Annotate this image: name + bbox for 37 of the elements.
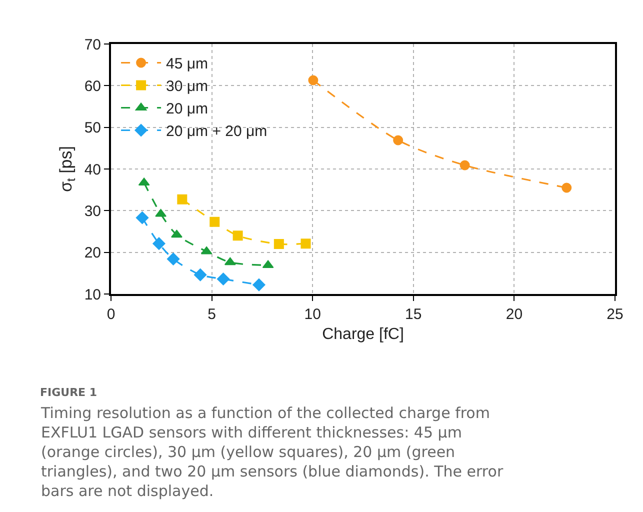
legend-label: 45 μm bbox=[166, 56, 208, 73]
y-tick-label: 10 bbox=[84, 286, 101, 304]
legend-label: 30 μm bbox=[166, 78, 208, 96]
y-tick-label: 50 bbox=[84, 120, 101, 137]
y-tick-label: 60 bbox=[84, 78, 101, 95]
point bbox=[308, 75, 318, 86]
point bbox=[136, 211, 149, 224]
y-tick-label: 40 bbox=[84, 161, 101, 178]
y-tick-label: 20 bbox=[84, 244, 101, 262]
x-tick-label: 0 bbox=[106, 306, 116, 323]
point bbox=[300, 238, 311, 249]
point bbox=[562, 182, 572, 193]
x-tick-label: 10 bbox=[304, 306, 321, 323]
x-tick-label: 15 bbox=[405, 306, 422, 323]
y-tick-label: 70 bbox=[84, 36, 101, 54]
x-tick-label: 20 bbox=[506, 306, 523, 323]
point bbox=[210, 216, 220, 227]
x-axis-title: Charge [fC] bbox=[322, 326, 404, 344]
x-tick-label: 25 bbox=[606, 306, 624, 323]
point bbox=[166, 252, 180, 266]
y-tick-label: 30 bbox=[84, 202, 101, 220]
point bbox=[152, 237, 166, 250]
point bbox=[393, 135, 404, 146]
point bbox=[460, 160, 470, 170]
point bbox=[216, 272, 230, 286]
point bbox=[274, 239, 284, 249]
x-tick-label: 5 bbox=[208, 306, 216, 323]
point bbox=[194, 268, 207, 282]
point bbox=[171, 230, 182, 238]
point bbox=[224, 257, 236, 266]
text: Timing resolution as a function of the collected charge from EXFLU1 LGAD sensors with different thicknesses: 45 μm (orange circles), 30 μm (yellow squares), 20 μm (green triangles), and two 20 μm sensors (blue diamonds). The error bars are not displayed. bbox=[40, 404, 504, 500]
point bbox=[232, 230, 243, 241]
caption: FIGURE 1 bbox=[40, 386, 98, 399]
point bbox=[177, 194, 188, 204]
point bbox=[252, 278, 266, 292]
legend-label: 20 μm + 20 μm bbox=[166, 123, 268, 140]
legend-label: 20 μm bbox=[166, 100, 208, 118]
